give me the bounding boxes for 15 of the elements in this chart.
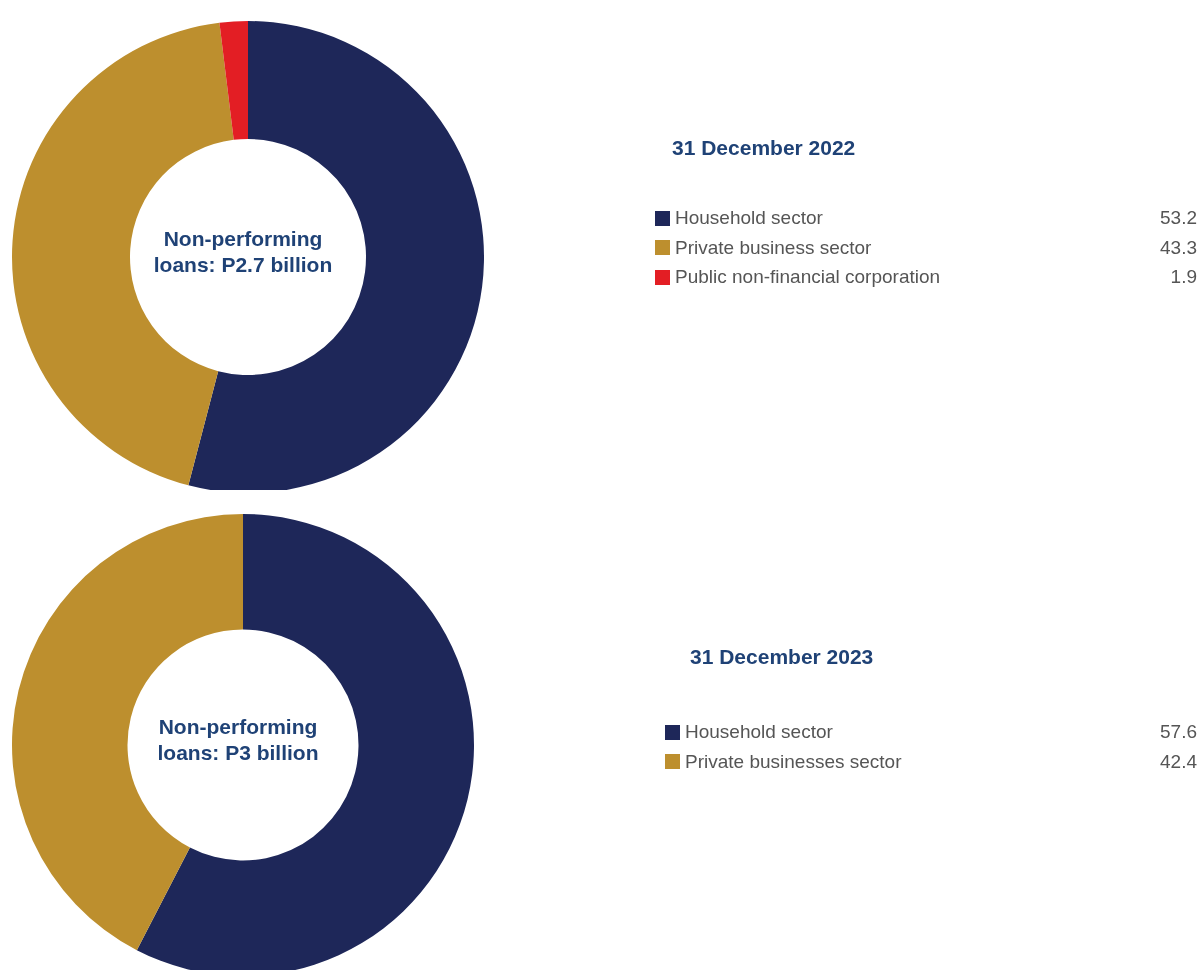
data-label: 53.2 bbox=[1160, 207, 1197, 229]
text: Non-performing loans: P2.7 billion bbox=[152, 226, 334, 278]
legend-label: Public non-financial corporation bbox=[675, 266, 942, 288]
text: 31 December 2022 bbox=[672, 136, 856, 160]
legend-label: Private business sector bbox=[675, 236, 873, 259]
legend-label: Household sector bbox=[675, 207, 824, 229]
data-label: 43.3 bbox=[1160, 236, 1197, 259]
data-label: 1.9 bbox=[1170, 266, 1197, 288]
text: 31 December 2023 bbox=[690, 645, 874, 669]
data-label: 57.6 bbox=[1160, 721, 1197, 743]
legend-label: Private businesses sector bbox=[685, 750, 903, 773]
text: Non-performing loans: P3 billion bbox=[156, 714, 320, 766]
donut-slice bbox=[219, 21, 248, 140]
legend-label: Household sector bbox=[685, 721, 834, 743]
data-label: 42.4 bbox=[1160, 750, 1197, 773]
